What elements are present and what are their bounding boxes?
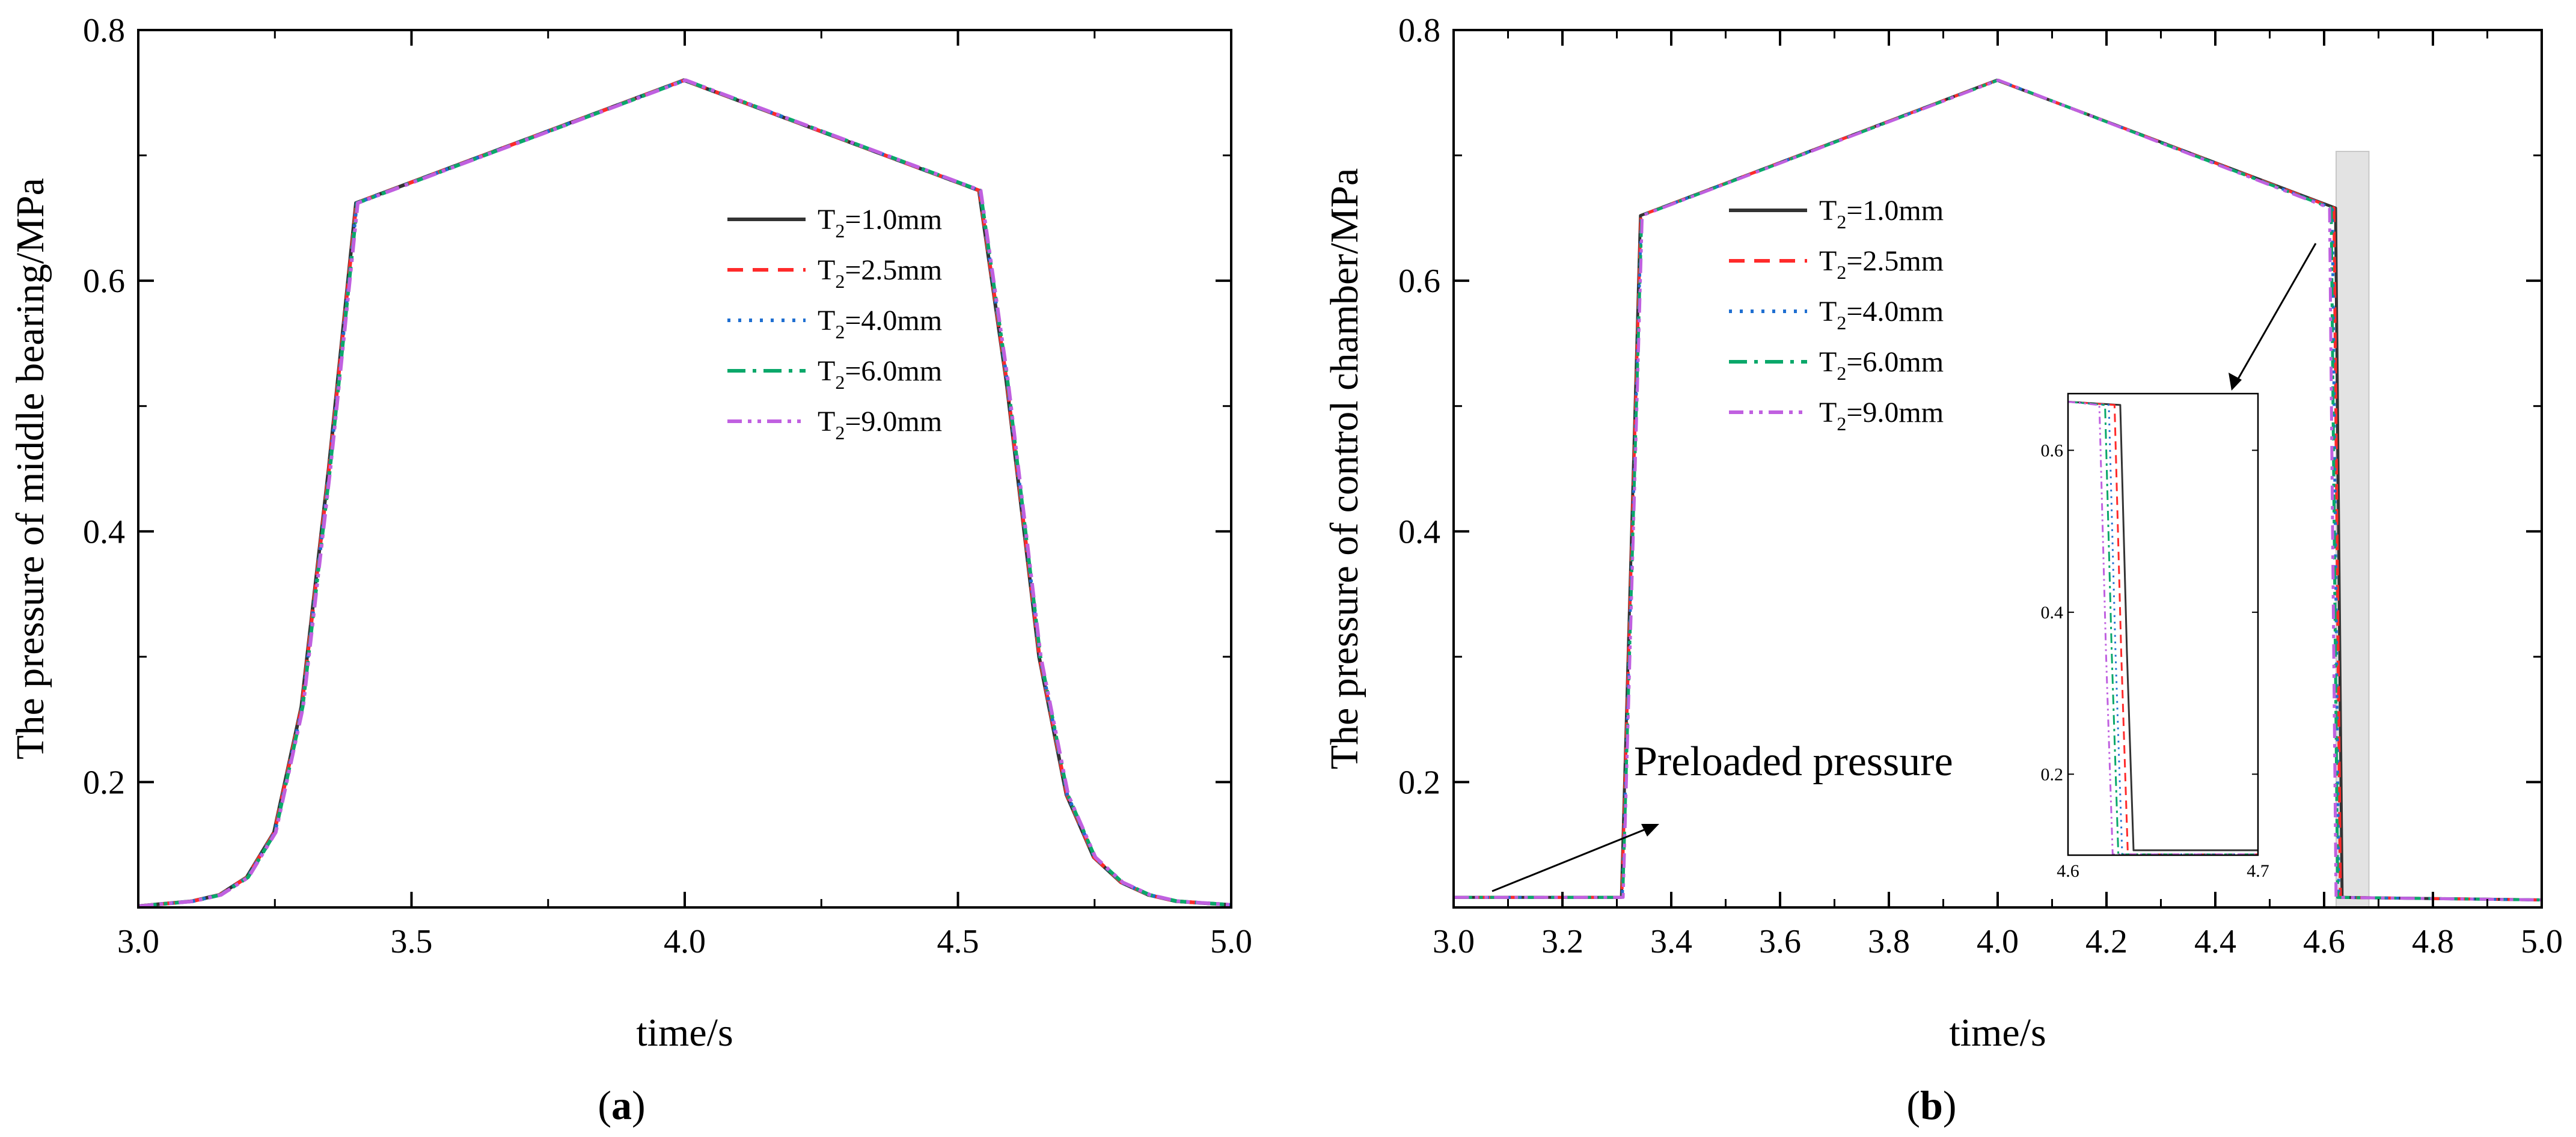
- a-x-tick-label: 3.5: [391, 923, 433, 960]
- b-x-tick-label: 5.0: [2521, 923, 2563, 960]
- plot-frame-a: [137, 29, 1232, 909]
- series-line-2: [1454, 78, 2542, 901]
- b-x-tick-label: 3.4: [1650, 923, 1692, 960]
- inset-x-tick-label: 4.6: [2057, 861, 2079, 881]
- chart-panel-b: 3.0 3.2 3.4 3.6 3.8 4.0 4.2 4.4 4.6 4.8 5.00.20.40…: [1323, 12, 2563, 1128]
- annotation-arrow: [1491, 824, 1659, 892]
- inset-frame: [2067, 392, 2259, 856]
- inset-y-tick-label: 0.2: [2041, 764, 2064, 784]
- legend-a: T2=1.0mm T2=2.5mm T2=4.0mm T2=6.0mm T2=9.0mm: [727, 204, 942, 444]
- legend-label: T2=2.5mm: [818, 254, 942, 292]
- a-y-tick-label: 0.8: [83, 12, 125, 49]
- series-line-4: [139, 78, 1232, 908]
- b-legend-item: T2=9.0mm: [1729, 397, 1944, 434]
- legend-label: T2=4.0mm: [818, 305, 942, 343]
- legend-label: T2=9.0mm: [1819, 397, 1944, 434]
- inset-x-tick-label: 4.7: [2247, 861, 2269, 881]
- zoom-inset: 0.2 0.4 0.6 4.6 4.7: [2041, 392, 2269, 881]
- series-line-3: [1454, 78, 2542, 901]
- b-y-tick-label: 0.6: [1398, 263, 1440, 300]
- a-y-tick-label: 0.6: [83, 263, 125, 300]
- a-legend-item: T2=4.0mm: [727, 305, 942, 343]
- legend-label: T2=1.0mm: [1819, 195, 1944, 233]
- b-x-tick-label: 3.8: [1868, 923, 1910, 960]
- a-legend-item: T2=6.0mm: [727, 355, 942, 393]
- a-x-tick-label: 5.0: [1210, 923, 1252, 960]
- b-x-tick-label: 4.0: [1977, 923, 2019, 960]
- b-x-tick-label: 3.0: [1433, 923, 1475, 960]
- series-line-4: [1454, 78, 2542, 901]
- b-x-tick-label: 4.8: [2412, 923, 2454, 960]
- x-axis-label-a: time/s: [636, 1011, 733, 1055]
- inset-background: [2068, 394, 2258, 855]
- a-legend-item: T2=1.0mm: [727, 204, 942, 242]
- series-line-3: [138, 78, 1232, 908]
- b-y-tick-label: 0.2: [1398, 764, 1440, 801]
- a-x-tick-label: 3.0: [117, 923, 159, 960]
- b-x-tick-label: 4.4: [2194, 923, 2236, 960]
- b-y-tick-label: 0.8: [1398, 12, 1440, 49]
- b-legend-item: T2=4.0mm: [1729, 296, 1944, 334]
- series-line-1: [1454, 78, 2542, 901]
- b-x-tick-label: 3.6: [1759, 923, 1801, 960]
- legend-label: T2=4.0mm: [1819, 296, 1944, 334]
- plot-frame-b: [1452, 29, 2543, 909]
- legend-label: T2=1.0mm: [818, 204, 942, 242]
- y-axis-label-b: The pressure of control chamber/MPa: [1323, 168, 1366, 770]
- legend-label: T2=6.0mm: [1819, 346, 1944, 384]
- b-legend-item: T2=6.0mm: [1729, 346, 1944, 384]
- b-legend-item: T2=1.0mm: [1729, 195, 1944, 233]
- legend-label: T2=6.0mm: [818, 355, 942, 393]
- a-x-tick-label: 4.5: [937, 923, 979, 960]
- y-axis-label-a: The pressure of middle bearing/MPa: [8, 178, 52, 760]
- a-legend-item: T2=9.0mm: [727, 406, 942, 444]
- inset-y-tick-label: 0.4: [2041, 603, 2064, 623]
- series-line-0: [1454, 78, 2542, 901]
- a-legend-item: T2=2.5mm: [727, 254, 942, 292]
- annotation-preloaded-pressure: Preloaded pressure: [1634, 739, 1953, 785]
- a-y-tick-label: 0.4: [83, 513, 125, 550]
- b-x-tick-label: 4.6: [2303, 923, 2345, 960]
- legend-b: T2=1.0mm T2=2.5mm T2=4.0mm T2=6.0mm T2=9.0mm: [1729, 195, 1944, 434]
- b-y-tick-label: 0.4: [1398, 513, 1440, 550]
- a-x-tick-label: 4.0: [664, 923, 706, 960]
- a-y-tick-label: 0.2: [83, 764, 125, 801]
- x-axis-label-b: time/s: [1949, 1011, 2046, 1055]
- b-x-tick-label: 3.2: [1541, 923, 1583, 960]
- b-legend-item: T2=2.5mm: [1729, 245, 1944, 283]
- inset-y-tick-label: 0.6: [2041, 440, 2064, 460]
- panel-label-b: (b): [1906, 1082, 1956, 1128]
- zoom-pointer-arrow: [2229, 243, 2317, 391]
- chart-panel-a: 3.0 3.5 4.0 4.5 5.0 0.2 0.4 0.6 0.8 time/s The p…: [8, 12, 1252, 1128]
- b-x-tick-label: 4.2: [2085, 923, 2128, 960]
- panel-label-a: (a): [598, 1082, 645, 1128]
- legend-label: T2=2.5mm: [1819, 245, 1944, 283]
- legend-label: T2=9.0mm: [818, 406, 942, 444]
